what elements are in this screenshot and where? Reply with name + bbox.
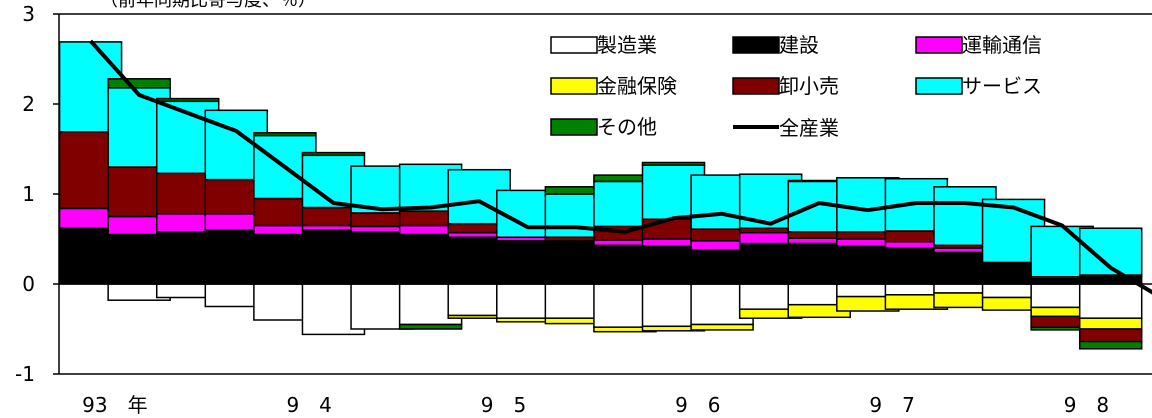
x-category-label: 9 6: [675, 393, 720, 417]
bar-segment-finance: [1078, 317, 1143, 330]
bar-segment-other: [155, 97, 220, 103]
legend-label-construction: 建設: [779, 33, 819, 57]
x-category-label: 9 4: [286, 393, 331, 417]
legend-swatch-service: [915, 77, 963, 95]
legend-swatch-other: [550, 118, 598, 136]
legend-label-other: その他: [597, 115, 657, 139]
x-axis-labels: 93 年 9 4 9 5 9 6 9 7 9 8: [82, 393, 1109, 417]
unit-label: （前年同期比寄与度、％）: [100, 0, 316, 11]
bar-segment-other: [253, 132, 317, 137]
legend-swatch-finance: [550, 77, 598, 95]
legend-swatch-transport: [915, 36, 963, 54]
bar-segment-manufacturing: [1078, 283, 1143, 319]
legend-label-manufacturing: 製造業: [597, 33, 657, 57]
x-category-label: 93 年: [82, 393, 147, 417]
legend-label-transport: 運輸通信: [962, 33, 1042, 57]
x-category-label: 9 7: [869, 393, 914, 417]
bar-segment-finance: [690, 323, 754, 331]
bar-segment-other: [301, 151, 366, 157]
bar-segment-other: [107, 78, 171, 89]
y-tick-label: 0: [22, 272, 35, 296]
bar-segment-wholesale: [1078, 328, 1143, 343]
bar-segment-other: [398, 323, 463, 330]
x-category-label: 9 5: [481, 393, 526, 417]
y-tick-label: 2: [22, 92, 35, 116]
y-tick-label: 3: [22, 2, 35, 26]
total-line: [89, 39, 1152, 295]
legend-label-wholesale: 卸小売: [779, 74, 839, 98]
x-category-label: 9 8: [1064, 393, 1109, 417]
bar-segment-other: [641, 161, 706, 166]
bar-segment-other: [1078, 340, 1143, 350]
y-tick-label: -1: [15, 362, 35, 386]
legend-label-service: サービス: [962, 74, 1042, 98]
total-line-path: [89, 39, 1152, 295]
axes: [58, 13, 1152, 375]
legend-swatch-wholesale: [732, 77, 780, 95]
legend-swatch-manufacturing: [550, 36, 598, 54]
legend-swatch-construction: [732, 36, 780, 54]
y-tick-label: 1: [22, 182, 35, 206]
y-axis: 3 2 1 0 -1: [15, 2, 59, 386]
legend-label-total: 全産業: [779, 116, 839, 140]
legend-label-finance: 金融保険: [597, 74, 677, 98]
